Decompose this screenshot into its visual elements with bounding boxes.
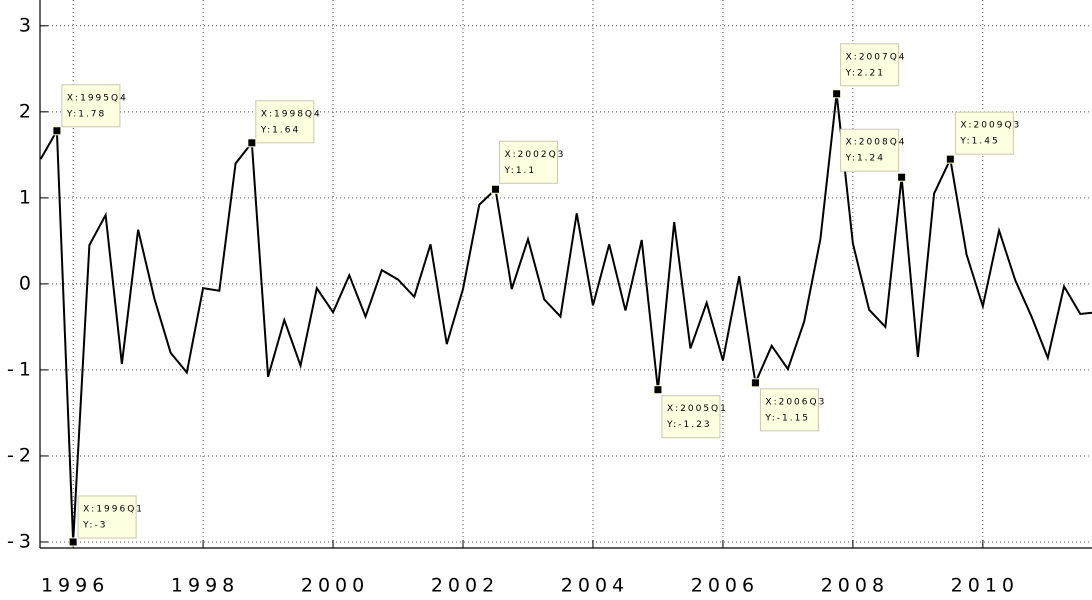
tip-x-label: X:2007Q4: [846, 52, 907, 62]
tip-x-label: X:2009Q3: [960, 121, 1021, 131]
tip-box: [840, 43, 900, 87]
tip-y-label: Y:2.21: [845, 68, 885, 78]
y-tick-label: -1: [7, 358, 36, 380]
x-tick-label: 1996: [41, 575, 109, 597]
line: [40, 93, 1092, 543]
x-tick-label: 2008: [821, 575, 889, 597]
tip-marker: [653, 385, 663, 395]
y-tick-label: 1: [19, 186, 36, 208]
y-tick-label: 0: [19, 272, 36, 294]
tip-box: [77, 495, 137, 539]
tip-box: [498, 140, 558, 184]
x-tick-label: 2010: [951, 575, 1019, 597]
tip-marker: [750, 378, 760, 388]
tip-marker: [490, 184, 500, 194]
x-tick-label: 2002: [431, 575, 499, 597]
tip-y-label: Y:-1.23: [666, 420, 712, 430]
y-tick-label: -2: [7, 444, 36, 466]
x-tick-label: 2000: [301, 575, 369, 597]
x-tick-label: 1998: [171, 575, 239, 597]
tip-y-label: Y:1.1: [503, 166, 536, 176]
tip-x-label: X:2005Q1: [667, 404, 728, 414]
tip-y-label: Y:1.24: [845, 154, 885, 164]
tip-x-label: X:1998Q4: [261, 109, 322, 119]
tip-box: [954, 111, 1014, 155]
tip-x-label: X:2006Q3: [765, 397, 826, 407]
tip-x-label: X:2008Q4: [846, 138, 907, 148]
tip-x-label: X:2002Q3: [504, 150, 565, 160]
tip-marker: [52, 126, 62, 136]
tip-box: [61, 84, 121, 128]
tip-y-label: Y:-3: [82, 520, 107, 530]
tip-y-label: Y:1.78: [66, 109, 106, 119]
axes: -3 -2 -1 0 1 2 3 1996 1998 2000 2002 2004 2006 2008 20…: [7, 0, 1092, 597]
data-tips: X:1995Q4 Y:1.78 X:1996Q1 Y:-3 X:1998Q4 Y:1.64…: [52, 43, 1021, 547]
tip-marker: [945, 154, 955, 164]
x-tick-label: 2006: [691, 575, 759, 597]
tip-box: [840, 128, 900, 172]
y-tick-label: 2: [19, 100, 36, 122]
grid: [40, 0, 1092, 548]
y-tick-label: -3: [7, 530, 36, 552]
tip-marker: [68, 537, 78, 547]
tip-box: [661, 395, 721, 439]
tip-box: [255, 100, 315, 144]
x-tick-label: 2004: [561, 575, 629, 597]
tip-y-label: Y:1.64: [260, 125, 300, 135]
y-tick-label: 3: [19, 14, 36, 36]
tip-marker: [832, 89, 842, 99]
tip-marker: [247, 138, 257, 148]
tip-marker: [897, 172, 907, 182]
tip-y-label: Y:1.45: [959, 137, 999, 147]
tip-x-label: X:1996Q1: [83, 504, 144, 514]
tip-y-label: Y:-1.15: [764, 413, 810, 423]
series: [40, 93, 1092, 543]
tip-x-label: X:1995Q4: [67, 93, 128, 103]
tip-box: [759, 388, 819, 432]
